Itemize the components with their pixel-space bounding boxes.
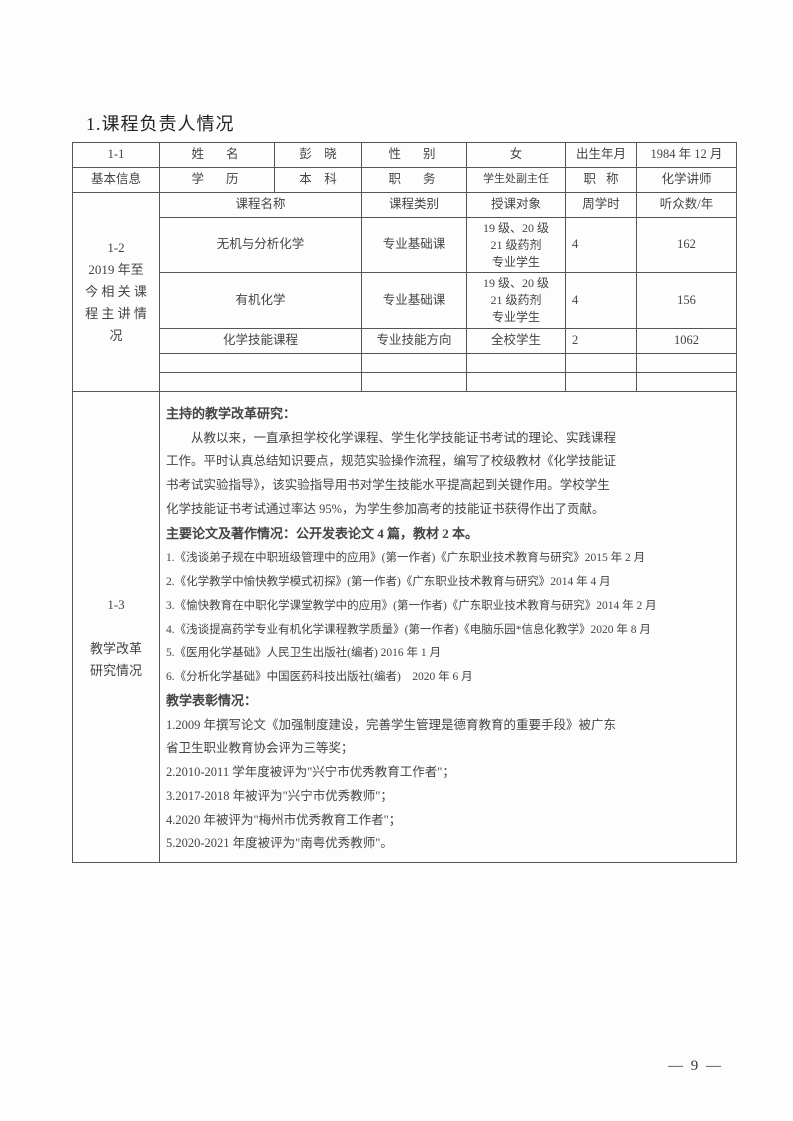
pub-item: 1.《浅谈弟子规在中职班级管理中的应用》(第一作者)《广东职业技术教育与研究》2… — [166, 552, 645, 564]
gender-label: 性别 — [362, 143, 467, 168]
awards-heading: 教学表彰情况： — [166, 693, 257, 708]
pub-item: 5.《医用化学基础》人民卫生出版社(编者) 2016 年 1 月 — [166, 647, 441, 659]
course-name: 无机与分析化学 — [160, 218, 362, 273]
position-label: 职务 — [362, 168, 467, 193]
award-item: 1.2009 年撰写论文《加强制度建设，完善学生管理是德育教育的重要手段》被广东 — [166, 718, 616, 732]
dob-label: 出生年月 — [566, 143, 637, 168]
course-target: 全校学生 — [467, 328, 566, 353]
course-name: 有机化学 — [160, 273, 362, 328]
section11-id: 1-1 — [73, 143, 160, 168]
award-item: 省卫生职业教育协会评为三等奖； — [166, 741, 354, 755]
col-course-name: 课程名称 — [160, 193, 362, 218]
col-target: 授课对象 — [467, 193, 566, 218]
section13-label: 1-3 教学改革 研究情况 — [73, 391, 160, 862]
empty-row — [73, 372, 737, 391]
section11-title: 基本信息 — [73, 168, 160, 193]
page-number: — 9 — — [668, 1058, 723, 1075]
pub-item: 3.《愉快教育在中职化学课堂教学中的应用》(第一作者)《广东职业技术教育与研究》… — [166, 600, 657, 612]
dob-value: 1984 年 12 月 — [637, 143, 737, 168]
award-item: 3.2017-2018 年被评为"兴宁市优秀教师"； — [166, 789, 393, 803]
gender-value: 女 — [467, 143, 566, 168]
position-value: 学生处副主任 — [467, 168, 566, 193]
pub-item: 6.《分析化学基础》中国医药科技出版社(编者) 2020 年 6 月 — [166, 671, 473, 683]
section13-content: 主持的教学改革研究： 从教以来，一直承担学校化学课程、学生化学技能证书考试的理论… — [160, 391, 737, 862]
edu-label: 学历 — [160, 168, 275, 193]
course-audience: 1062 — [637, 328, 737, 353]
course-audience: 162 — [637, 218, 737, 273]
publications-heading: 主要论文及著作情况：公开发表论文 4 篇，教材 2 本。 — [166, 526, 478, 541]
title-value: 化学讲师 — [637, 168, 737, 193]
pub-item: 2.《化学教学中愉快教学模式初探》(第一作者)《广东职业技术教育与研究》2014… — [166, 576, 611, 588]
course-name: 化学技能课程 — [160, 328, 362, 353]
award-item: 4.2020 年被评为"梅州市优秀教育工作者"； — [166, 813, 401, 827]
course-type: 专业技能方向 — [362, 328, 467, 353]
col-hours: 周学时 — [566, 193, 637, 218]
section-heading: 1.课程负责人情况 — [86, 110, 737, 136]
award-item: 2.2010-2011 学年度被评为"兴宁市优秀教育工作者"； — [166, 765, 455, 779]
para: 化学技能证书考试通过率达 95%，为学生参加高考的技能证书获得作出了贡献。 — [166, 502, 605, 516]
research-heading: 主持的教学改革研究： — [166, 406, 296, 421]
award-item: 5.2020-2021 年度被评为"南粤优秀教师"。 — [166, 836, 393, 850]
col-audience: 听众数/年 — [637, 193, 737, 218]
main-table: 1-1 姓名 彭 晓 性别 女 出生年月 1984 年 12 月 基本信息 学历… — [72, 142, 737, 863]
para: 从教以来，一直承担学校化学课程、学生化学技能证书考试的理论、实践课程 — [166, 427, 730, 451]
name-value: 彭 晓 — [275, 143, 362, 168]
course-type: 专业基础课 — [362, 273, 467, 328]
name-label: 姓名 — [160, 143, 275, 168]
course-target: 19 级、20 级 21 级药剂 专业学生 — [467, 218, 566, 273]
course-target: 19 级、20 级 21 级药剂 专业学生 — [467, 273, 566, 328]
course-hours: 4 — [566, 218, 637, 273]
course-hours: 4 — [566, 273, 637, 328]
para: 书考试实验指导》，该实验指导用书对学生技能水平提高起到关键作用。学校学生 — [166, 478, 610, 492]
edu-value: 本 科 — [275, 168, 362, 193]
empty-row — [73, 353, 737, 372]
section12-label: 1-2 2019 年至 今 相 关 课 程 主 讲 情 况 — [73, 193, 160, 392]
course-audience: 156 — [637, 273, 737, 328]
course-type: 专业基础课 — [362, 218, 467, 273]
para: 工作。平时认真总结知识要点，规范实验操作流程，编写了校级教材《化学技能证 — [166, 454, 616, 468]
pub-item: 4.《浅谈提高药学专业有机化学课程教学质量》(第一作者)《电脑乐园*信息化教学》… — [166, 624, 651, 636]
col-course-type: 课程类别 — [362, 193, 467, 218]
course-hours: 2 — [566, 328, 637, 353]
title-label: 职称 — [566, 168, 637, 193]
